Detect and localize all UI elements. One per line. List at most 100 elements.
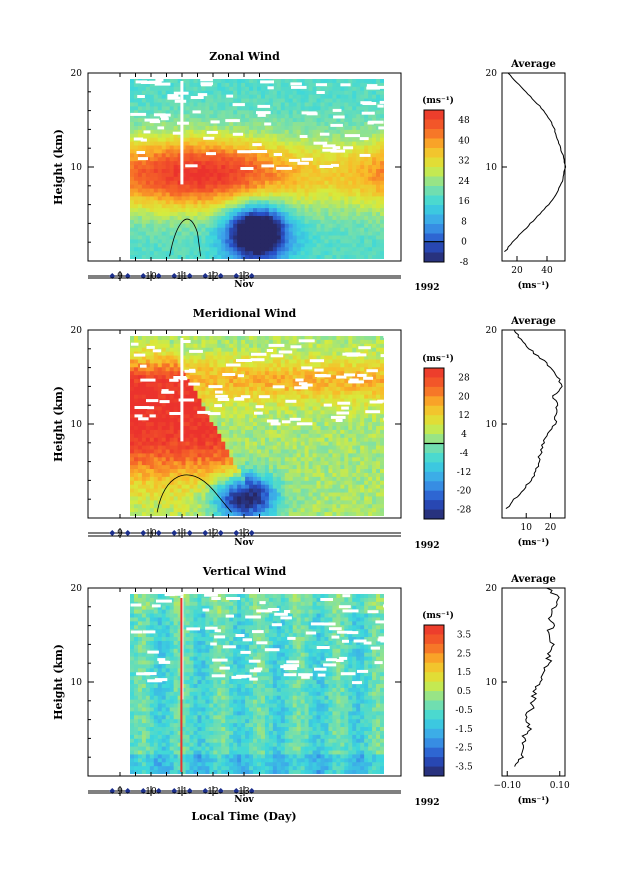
heatmap-cell — [157, 196, 163, 201]
heatmap-cell — [213, 118, 218, 123]
heatmap-cell — [276, 488, 282, 494]
heatmap-cell — [221, 437, 226, 443]
heatmap-cell — [260, 176, 266, 182]
heatmap-cell — [233, 422, 238, 427]
heatmap-cell — [157, 449, 163, 454]
heatmap-cell — [296, 247, 302, 252]
heatmap-cell — [249, 215, 254, 221]
heatmap-cell — [185, 351, 191, 357]
heatmap-cell — [241, 106, 246, 111]
heatmap-cell — [217, 145, 222, 151]
heatmap-cell — [193, 82, 199, 88]
heatmap-cell — [233, 239, 238, 244]
heatmap-cell — [169, 125, 175, 131]
heatmap-cell — [141, 453, 147, 458]
heatmap-cell — [264, 208, 270, 213]
heatmap-cell — [137, 153, 143, 158]
heatmap-cell — [185, 192, 191, 197]
heatmap-cell — [205, 122, 210, 127]
data-gap — [140, 138, 147, 142]
heatmap-cell — [237, 508, 242, 513]
heatmap-cell — [149, 465, 155, 470]
heatmap-cell — [133, 110, 139, 115]
heatmap-cell — [348, 255, 353, 259]
heatmap-cell — [161, 508, 167, 513]
heatmap-cell — [181, 426, 187, 431]
heatmap-cell — [213, 480, 218, 486]
heatmap-cell — [205, 212, 210, 217]
heatmap-cell — [197, 472, 203, 478]
heatmap-cell — [209, 414, 214, 419]
heatmap-cell — [149, 133, 155, 139]
heatmap-cell — [233, 188, 238, 194]
average-x-tick-label: 40 — [541, 266, 553, 276]
heatmap-cell — [241, 484, 246, 490]
heatmap-cell — [161, 243, 167, 248]
heatmap-cell — [169, 433, 175, 439]
heatmap-cell — [157, 339, 163, 345]
heatmap-cell — [169, 133, 175, 139]
heatmap-cell — [221, 114, 226, 119]
heatmap-cell — [189, 465, 195, 470]
heatmap-cell — [320, 157, 326, 162]
heatmap-cell — [264, 180, 270, 186]
heatmap-cell — [360, 106, 365, 111]
data-gap — [301, 111, 317, 115]
heatmap-cell — [169, 153, 175, 158]
heatmap-cell — [276, 122, 282, 127]
heatmap-cell — [197, 343, 203, 349]
heatmap-cell — [260, 457, 266, 462]
heatmap-cell — [157, 145, 163, 151]
heatmap-cell — [137, 184, 143, 190]
heatmap-cell — [300, 176, 306, 182]
heatmap-cell — [141, 336, 147, 341]
heatmap-cell — [260, 106, 266, 111]
heatmap-cell — [348, 169, 353, 174]
heatmap-cell — [348, 176, 353, 182]
heatmap-cell — [161, 188, 167, 194]
heatmap-cell — [292, 145, 298, 151]
heatmap-cell — [284, 176, 290, 182]
heatmap-cell — [193, 472, 199, 478]
heatmap-cell — [130, 339, 135, 345]
heatmap-cell — [352, 98, 357, 104]
heatmap-cell — [328, 239, 334, 244]
heatmap-cell — [352, 149, 357, 154]
heatmap-cell — [205, 457, 210, 462]
heatmap-cell — [173, 386, 179, 392]
heatmap-cell — [193, 102, 199, 107]
heatmap-cell — [137, 339, 143, 345]
heatmap-cell — [197, 106, 203, 111]
heatmap-cell — [173, 504, 179, 509]
heatmap-cell — [221, 255, 226, 259]
heatmap-cell — [268, 231, 274, 237]
heatmap-cell — [300, 137, 306, 143]
data-gap — [206, 152, 216, 156]
heatmap-cell — [249, 251, 254, 256]
heatmap-cell — [249, 445, 254, 451]
heatmap-cell — [245, 223, 250, 229]
heatmap-cell — [145, 492, 151, 498]
heatmap-cell — [189, 114, 195, 119]
heatmap-cell — [368, 157, 373, 162]
heatmap-cell — [153, 106, 159, 111]
heatmap-cell — [257, 476, 262, 482]
heatmap-cell — [185, 426, 191, 431]
heatmap-cell — [272, 157, 278, 162]
heatmap-cell — [225, 496, 230, 501]
heatmap-cell — [308, 137, 314, 143]
heatmap-cell — [165, 445, 171, 451]
heatmap-cell — [364, 212, 369, 217]
heatmap-cell — [205, 137, 210, 143]
heatmap-cell — [253, 145, 258, 151]
heatmap-cell — [189, 161, 195, 166]
heatmap-cell — [332, 180, 337, 186]
heatmap-cell — [165, 149, 171, 154]
heatmap-cell — [268, 94, 274, 100]
heatmap-cell — [153, 414, 159, 419]
heatmap-cell — [360, 188, 365, 194]
heatmap-cell — [169, 492, 175, 498]
heatmap-cell — [193, 375, 199, 380]
heatmap-cell — [237, 215, 242, 221]
heatmap-cell — [312, 188, 318, 194]
